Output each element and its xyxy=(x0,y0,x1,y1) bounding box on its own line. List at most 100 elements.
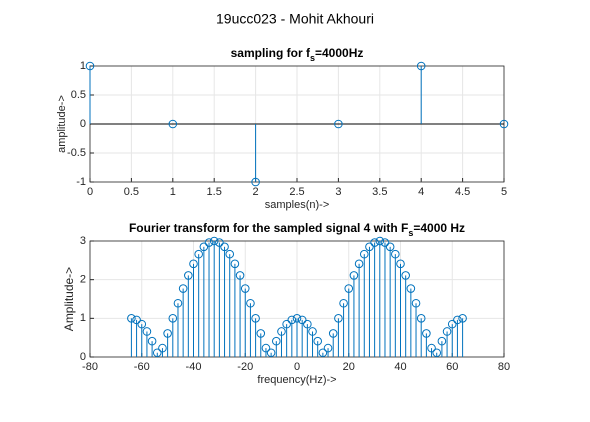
x-tick-label: 0 xyxy=(87,186,93,198)
stem-marker xyxy=(334,119,343,129)
y-tick-label: 0 xyxy=(80,118,86,130)
stem-marker xyxy=(225,249,235,259)
stem-marker xyxy=(277,327,286,336)
y-axis-label: Amplitude-> xyxy=(62,267,76,331)
chart-title: Fourier transform for the sampled signal… xyxy=(129,221,465,238)
stem-marker xyxy=(152,348,162,358)
stem-marker xyxy=(142,327,152,336)
stem-marker xyxy=(256,329,266,338)
stem-marker xyxy=(339,298,348,308)
stem-marker xyxy=(158,343,167,353)
stem-marker xyxy=(453,315,462,325)
stem-marker xyxy=(282,319,291,329)
x-tick-label: 40 xyxy=(394,361,406,373)
x-tick-label: 1 xyxy=(170,186,176,198)
stem-marker xyxy=(85,61,95,71)
y-tick-label: 2 xyxy=(80,274,86,286)
stem-marker xyxy=(230,259,240,269)
stem-marker xyxy=(235,271,245,280)
stem-marker xyxy=(178,284,188,293)
stem-marker xyxy=(375,236,385,246)
y-tick-label: 3 xyxy=(80,235,86,247)
stem-marker xyxy=(458,314,467,323)
stem-marker xyxy=(220,242,229,252)
stem-marker xyxy=(406,284,416,293)
stem-marker xyxy=(240,284,250,293)
x-tick-label: 1.5 xyxy=(207,186,222,198)
stem-marker xyxy=(246,298,255,308)
stem-marker xyxy=(328,329,338,338)
x-tick-label: 0 xyxy=(294,361,300,373)
x-tick-label: -40 xyxy=(186,361,202,373)
x-tick-label: 20 xyxy=(343,361,355,373)
title-part: =4000Hz xyxy=(315,46,363,60)
x-axis-label: frequency(Hz)-> xyxy=(257,374,336,386)
stem-marker xyxy=(349,271,359,280)
stem-marker xyxy=(359,249,369,259)
stem-marker xyxy=(292,314,302,323)
x-tick-label: 3.5 xyxy=(372,186,387,198)
x-tick-label: 80 xyxy=(498,361,510,373)
stem-marker xyxy=(215,238,224,247)
x-tick-label: 5 xyxy=(501,186,507,198)
y-tick-label: 0.5 xyxy=(71,89,86,101)
stem-marker xyxy=(251,314,260,323)
stem-marker xyxy=(416,314,426,323)
stem-marker xyxy=(251,177,260,187)
stem-marker xyxy=(442,327,452,336)
stem-marker xyxy=(385,242,395,252)
stem-marker xyxy=(365,242,374,252)
x-tick-label: -60 xyxy=(134,361,150,373)
title-part: Fourier transform for the sampled signal… xyxy=(129,221,408,235)
stem-marker xyxy=(334,314,343,323)
y-tick-label: -1 xyxy=(76,176,86,188)
stem-marker xyxy=(194,249,203,259)
chart-title: sampling for fs=4000Hz xyxy=(231,46,364,63)
stem-marker xyxy=(313,336,323,346)
stem-marker xyxy=(137,319,147,329)
stem-marker xyxy=(380,238,390,247)
x-tick-label: 60 xyxy=(446,361,458,373)
x-tick-label: 2.5 xyxy=(289,186,304,198)
stem-marker xyxy=(132,315,141,325)
stem-marker xyxy=(447,319,457,329)
y-axis-label: amplitude-> xyxy=(56,95,68,153)
x-tick-label: -80 xyxy=(82,361,98,373)
stem-marker xyxy=(411,298,421,308)
stem-marker xyxy=(344,284,354,293)
stem-marker xyxy=(272,336,281,346)
stem-marker xyxy=(308,327,317,336)
x-tick-label: 4.5 xyxy=(455,186,470,198)
stem-marker xyxy=(266,348,276,358)
stem-marker xyxy=(416,61,426,71)
stem-marker xyxy=(163,329,172,338)
stem-marker xyxy=(173,298,183,308)
title-part: s xyxy=(310,53,315,63)
stem-marker xyxy=(354,259,364,269)
stem-marker xyxy=(261,343,271,353)
x-axis-label: samples(n)-> xyxy=(265,199,330,211)
title-part: s xyxy=(408,228,413,238)
y-tick-label: -0.5 xyxy=(67,147,86,159)
stem-marker xyxy=(303,319,312,329)
stem-marker xyxy=(168,314,178,323)
stem-marker xyxy=(422,329,431,338)
x-tick-label: 4 xyxy=(418,186,424,198)
y-tick-label: 1 xyxy=(80,60,86,72)
stem-marker xyxy=(189,259,198,269)
stem-marker xyxy=(209,236,219,246)
stem-marker xyxy=(499,119,509,129)
stem-marker xyxy=(127,314,136,323)
stem-marker xyxy=(147,336,157,346)
x-tick-label: -20 xyxy=(237,361,253,373)
stem-marker xyxy=(199,242,209,252)
title-part: =4000 Hz xyxy=(413,221,465,235)
stem-marker xyxy=(204,238,214,247)
stem-marker xyxy=(432,348,442,358)
stem-marker xyxy=(391,249,400,259)
figure-title: 19ucc023 - Mohit Akhouri xyxy=(216,11,374,27)
stem-marker xyxy=(396,259,405,269)
stem-marker xyxy=(401,271,410,280)
